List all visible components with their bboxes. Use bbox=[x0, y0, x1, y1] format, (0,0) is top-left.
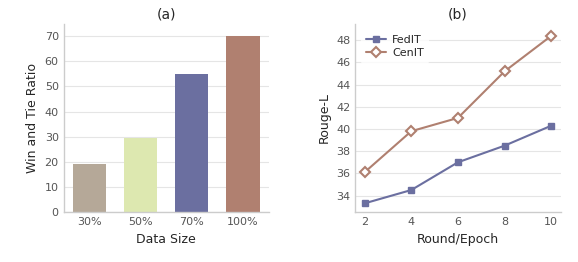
Line: CenIT: CenIT bbox=[361, 32, 555, 176]
Line: FedIT: FedIT bbox=[362, 123, 554, 206]
CenIT bbox=[548, 34, 555, 37]
CenIT bbox=[454, 116, 461, 119]
CenIT bbox=[501, 70, 508, 73]
Bar bbox=[227, 36, 260, 212]
X-axis label: Data Size: Data Size bbox=[136, 233, 196, 246]
Legend: FedIT, CenIT: FedIT, CenIT bbox=[361, 29, 429, 64]
CenIT bbox=[408, 130, 415, 133]
X-axis label: Round/Epoch: Round/Epoch bbox=[417, 233, 499, 246]
Bar bbox=[175, 74, 209, 212]
FedIT bbox=[361, 202, 368, 205]
FedIT bbox=[548, 124, 555, 127]
Y-axis label: Win and Tie Ratio: Win and Tie Ratio bbox=[26, 63, 39, 173]
FedIT bbox=[454, 161, 461, 164]
Title: (b): (b) bbox=[448, 7, 468, 21]
Title: (a): (a) bbox=[157, 7, 176, 21]
Bar bbox=[124, 138, 157, 212]
Bar bbox=[73, 165, 106, 212]
FedIT bbox=[408, 188, 415, 192]
FedIT bbox=[501, 144, 508, 147]
CenIT bbox=[361, 171, 368, 174]
Y-axis label: Rouge-L: Rouge-L bbox=[317, 92, 331, 143]
